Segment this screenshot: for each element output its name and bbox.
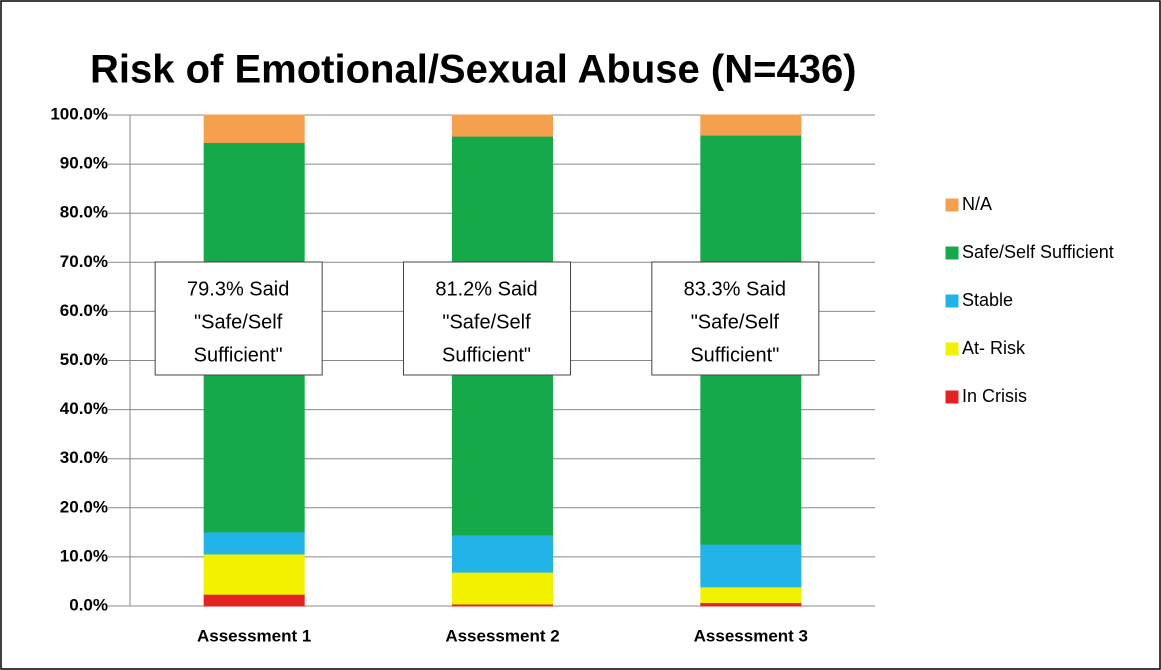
legend-label: At- Risk xyxy=(962,338,1026,358)
legend-swatch xyxy=(945,294,959,308)
annotation-text: Sufficient" xyxy=(442,344,531,366)
y-tick-label: 20.0% xyxy=(60,497,108,516)
annotation-box xyxy=(403,261,571,376)
y-tick-label: 30.0% xyxy=(60,448,108,467)
bar-segment xyxy=(700,602,802,607)
annotation-text: 81.2% Said xyxy=(435,278,537,300)
annotation-text: Sufficient" xyxy=(690,344,779,366)
y-tick-label: 90.0% xyxy=(60,154,108,173)
bar-segment xyxy=(203,114,305,143)
bar-segment xyxy=(452,571,553,605)
x-tick-label: Assessment 1 xyxy=(197,626,311,645)
annotation-text: "Safe/Self xyxy=(442,311,531,333)
legend-label: N/A xyxy=(962,194,992,214)
legend-label: Stable xyxy=(962,290,1013,310)
annotation-text: 79.3% Said xyxy=(187,278,289,300)
legend-swatch xyxy=(945,198,959,212)
annotation-text: "Safe/Self xyxy=(194,311,283,333)
y-tick-label: 10.0% xyxy=(60,546,108,565)
bar-segment xyxy=(203,593,305,607)
bar-segment xyxy=(700,543,802,588)
chart-title: Risk of Emotional/Sexual Abuse (N=436) xyxy=(90,48,857,92)
y-tick-label: 70.0% xyxy=(60,252,108,271)
bar-segment xyxy=(203,553,305,595)
annotation-text: "Safe/Self xyxy=(691,311,780,333)
annotation-text: 83.3% Said xyxy=(684,278,786,300)
x-tick-label: Assessment 2 xyxy=(445,626,559,645)
bar-segment xyxy=(203,531,305,555)
y-tick-label: 60.0% xyxy=(60,301,108,320)
y-tick-label: 50.0% xyxy=(60,350,108,369)
annotation-text: Sufficient" xyxy=(194,344,283,366)
y-tick-label: 100.0% xyxy=(50,104,108,123)
annotation-box xyxy=(651,261,820,376)
legend-swatch xyxy=(945,342,959,356)
bar-segment xyxy=(452,534,553,573)
bar-segment xyxy=(700,114,802,136)
legend-label: In Crisis xyxy=(962,386,1027,406)
y-tick-label: 0.0% xyxy=(69,595,108,614)
bar-segment xyxy=(700,586,802,604)
y-tick-label: 40.0% xyxy=(60,399,108,418)
y-tick-label: 80.0% xyxy=(60,203,108,222)
bar-segment xyxy=(452,114,553,137)
legend-label: Safe/Self Sufficient xyxy=(962,242,1114,262)
legend-swatch xyxy=(945,390,959,404)
legend-swatch xyxy=(945,246,959,260)
annotation-box xyxy=(154,261,323,376)
x-tick-label: Assessment 3 xyxy=(694,626,808,645)
